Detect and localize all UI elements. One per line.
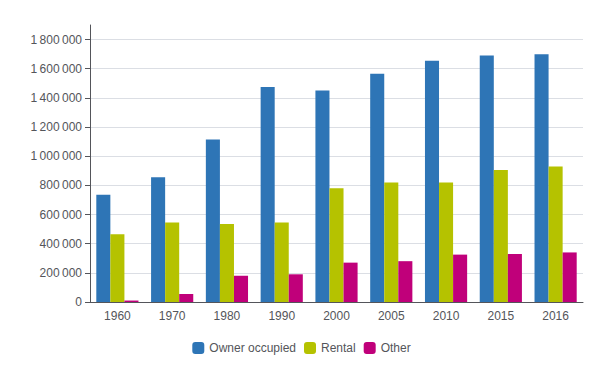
svg-text:2005: 2005 [378,309,405,323]
svg-text:2010: 2010 [433,309,460,323]
svg-text:600 000: 600 000 [40,208,83,222]
svg-text:1980: 1980 [214,309,241,323]
svg-text:1990: 1990 [268,309,295,323]
svg-text:1 200 000: 1 200 000 [30,120,82,134]
svg-text:Other: Other [381,341,411,355]
svg-text:Rental: Rental [321,341,356,355]
svg-text:1970: 1970 [159,309,186,323]
svg-text:1 000 000: 1 000 000 [30,149,82,163]
svg-text:200 000: 200 000 [40,266,83,280]
svg-text:800 000: 800 000 [40,178,83,192]
svg-text:0: 0 [75,295,82,309]
svg-text:1 400 000: 1 400 000 [30,91,82,105]
svg-text:2016: 2016 [542,309,569,323]
svg-text:Owner occupied: Owner occupied [209,341,296,355]
svg-text:2000: 2000 [323,309,350,323]
svg-text:1 800 000: 1 800 000 [30,33,82,47]
svg-text:2015: 2015 [487,309,514,323]
svg-text:400 000: 400 000 [40,237,83,251]
svg-text:1 600 000: 1 600 000 [30,62,82,76]
svg-text:1960: 1960 [104,309,131,323]
